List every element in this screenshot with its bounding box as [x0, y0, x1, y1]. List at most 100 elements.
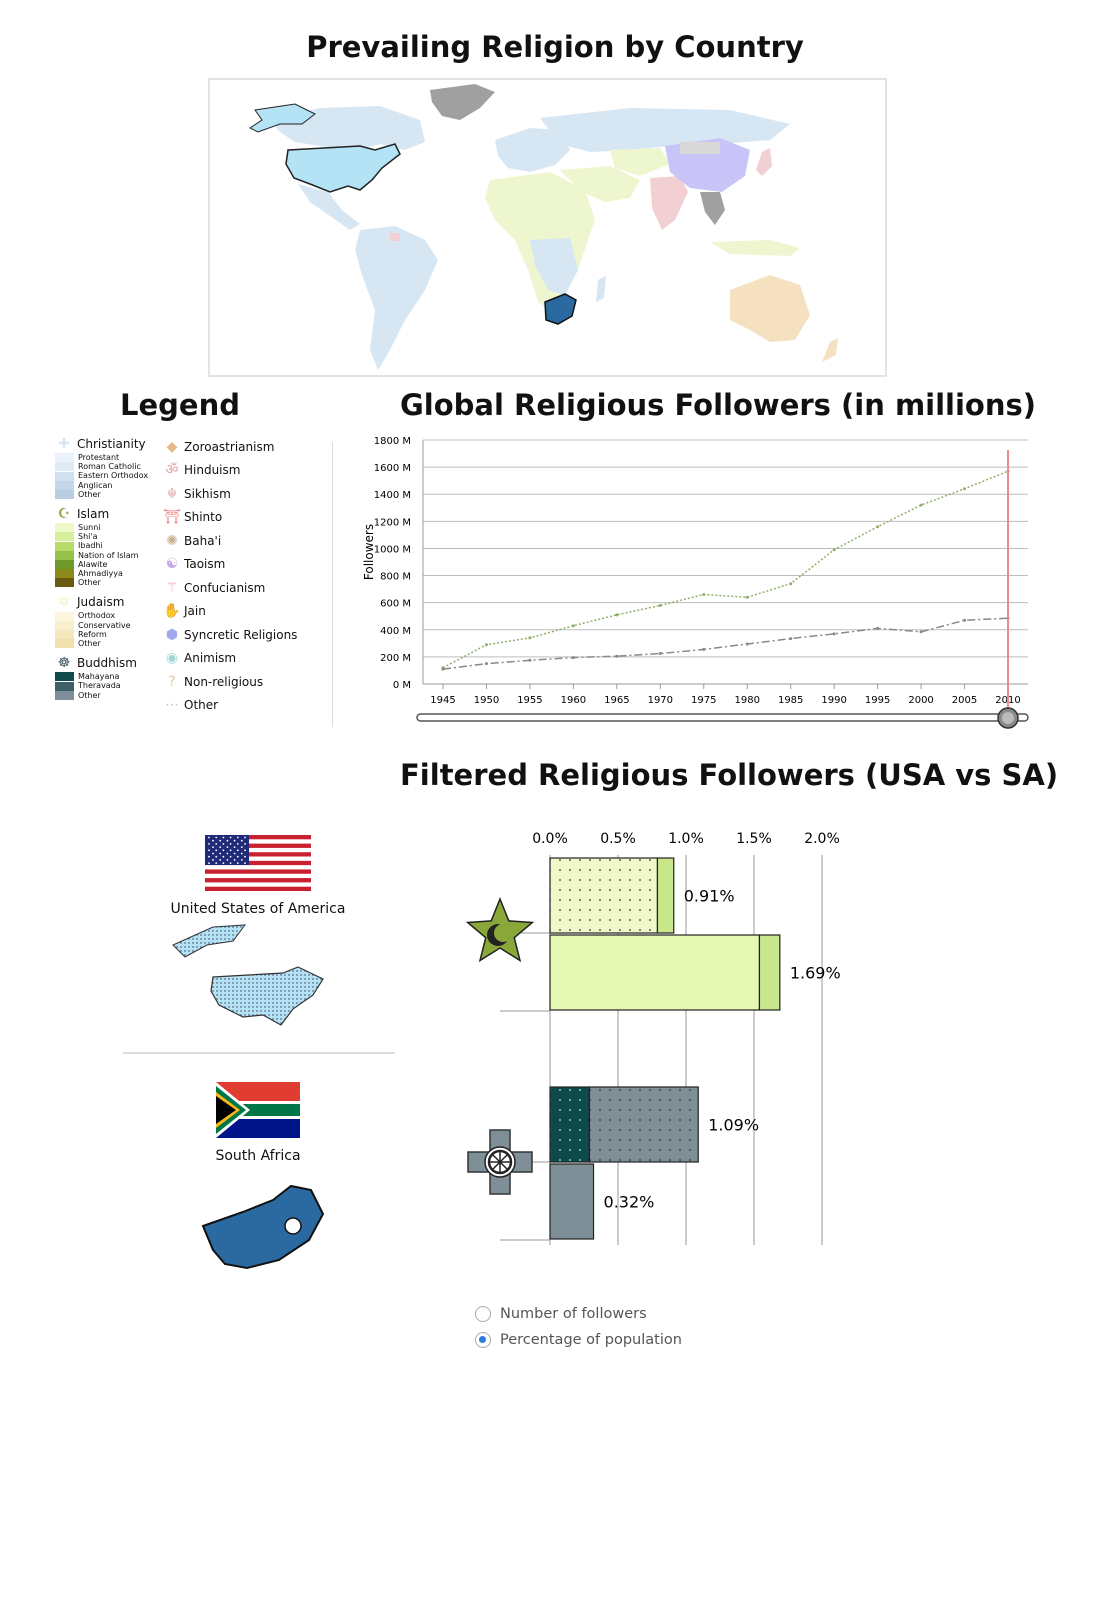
- bar-segment[interactable]: [549, 1163, 595, 1240]
- legend-subgroup[interactable]: Alawite: [55, 560, 148, 569]
- bar-segment[interactable]: [758, 934, 781, 1011]
- legend-subgroup[interactable]: Other: [55, 490, 148, 499]
- map-japan[interactable]: [756, 148, 772, 176]
- map-usa[interactable]: [285, 143, 401, 193]
- legend-group-judaism[interactable]: ✡ Judaism: [55, 593, 148, 611]
- map-greenland[interactable]: [430, 84, 495, 120]
- bar-segment[interactable]: [549, 1086, 591, 1163]
- legend-subgroup[interactable]: Other: [55, 578, 148, 588]
- bar-segment[interactable]: [656, 857, 675, 934]
- legend-item-other[interactable]: ⋯ Other: [163, 694, 297, 718]
- line-point[interactable]: [484, 643, 488, 647]
- legend-subgroup[interactable]: Protestant: [55, 453, 148, 463]
- legend-item-shinto[interactable]: ⛩ Shinto: [163, 506, 297, 530]
- legend-subgroup[interactable]: Other: [55, 691, 148, 700]
- country-south-africa[interactable]: South Africa: [163, 1082, 353, 1288]
- legend-item-syncretic-religions[interactable]: ⬢ Syncretic Religions: [163, 623, 298, 647]
- world-map[interactable]: [208, 78, 887, 377]
- line-series-0[interactable]: [442, 470, 1009, 669]
- line-point[interactable]: [702, 647, 706, 651]
- legend-subgroup[interactable]: Ahmadiyya: [55, 569, 148, 579]
- line-series-1[interactable]: [442, 617, 1009, 670]
- map-madagascar[interactable]: [596, 276, 606, 302]
- line-point[interactable]: [876, 626, 880, 630]
- bar-segment[interactable]: [588, 1086, 699, 1163]
- legend-subgroup[interactable]: Orthodox: [55, 611, 148, 621]
- world-map-svg[interactable]: [210, 80, 885, 375]
- legend-subgroup[interactable]: Eastern Orthodox: [55, 471, 148, 481]
- legend-subgroup-label: Ibadhi: [78, 541, 103, 551]
- map-europe[interactable]: [495, 128, 570, 172]
- radio-button-percentage[interactable]: [475, 1332, 491, 1348]
- legend-item-taoism[interactable]: ☯ Taoism: [163, 553, 297, 577]
- line-point[interactable]: [963, 618, 967, 622]
- line-point[interactable]: [919, 630, 923, 634]
- radio-button-number[interactable]: [475, 1306, 491, 1322]
- map-south-africa[interactable]: [544, 293, 577, 325]
- filtered-bar-chart[interactable]: 0.0% 0.5% 1.0% 1.5% 2.0% 0.91% 1.69% 1.09% 0.32%: [455, 815, 875, 1265]
- legend-subgroup[interactable]: Theravada: [55, 681, 148, 691]
- line-point[interactable]: [789, 582, 793, 586]
- legend-item-zoroastrianism[interactable]: ◆ Zoroastrianism: [163, 435, 297, 459]
- map-new-zealand[interactable]: [822, 338, 838, 362]
- map-middle-east[interactable]: [560, 166, 640, 202]
- legend-subgroup[interactable]: Sunni: [55, 523, 148, 533]
- line-point[interactable]: [876, 525, 880, 529]
- line-point[interactable]: [441, 667, 445, 671]
- line-point[interactable]: [832, 632, 836, 636]
- legend-item-baha-i[interactable]: ✺ Baha'i: [163, 529, 297, 553]
- map-australia[interactable]: [730, 275, 810, 342]
- line-point[interactable]: [658, 603, 662, 607]
- legend-subgroup[interactable]: Shi'a: [55, 532, 148, 542]
- legend-subgroup[interactable]: Roman Catholic: [55, 462, 148, 472]
- line-point[interactable]: [745, 595, 749, 599]
- year-slider-track[interactable]: [416, 713, 1029, 722]
- legend-subgroup[interactable]: Mahayana: [55, 672, 148, 682]
- map-mexico[interactable]: [298, 184, 360, 230]
- line-point[interactable]: [702, 593, 706, 597]
- legend-item-confucianism[interactable]: ⚚ Confucianism: [163, 576, 297, 600]
- line-point[interactable]: [658, 652, 662, 655]
- line-point[interactable]: [528, 636, 532, 640]
- legend-subgroup[interactable]: Reform: [55, 630, 148, 639]
- line-point[interactable]: [832, 548, 836, 552]
- legend-item-animism[interactable]: ◉ Animism: [163, 647, 297, 671]
- map-russia[interactable]: [540, 108, 790, 152]
- line-chart[interactable]: 0 M 200 M 400 M 600 M 800 M 1000 M 1200 M 1400 …: [355, 430, 1045, 740]
- legend-group-islam[interactable]: ☪ Islam: [55, 505, 148, 523]
- legend-group-buddhism[interactable]: ☸ Buddhism: [55, 654, 148, 672]
- legend-subgroup[interactable]: Anglican: [55, 481, 148, 490]
- legend-item-hinduism[interactable]: ॐ Hinduism: [163, 459, 297, 483]
- legend-item-sikhism[interactable]: ☬ Sikhism: [163, 482, 297, 506]
- map-south-america[interactable]: [355, 226, 438, 370]
- line-point[interactable]: [484, 662, 488, 666]
- map-indonesia[interactable]: [710, 240, 800, 256]
- legend-item-jain[interactable]: ✋ Jain: [163, 600, 297, 624]
- map-central-africa[interactable]: [530, 238, 578, 295]
- line-point[interactable]: [919, 503, 923, 507]
- bar-segment[interactable]: [549, 934, 761, 1011]
- legend-subgroup[interactable]: Conservative: [55, 621, 148, 630]
- country-usa[interactable]: United States of America: [163, 835, 353, 1051]
- line-point[interactable]: [571, 656, 575, 660]
- legend-subgroup[interactable]: Other: [55, 639, 148, 649]
- radio-number-of-followers[interactable]: Number of followers: [475, 1306, 647, 1322]
- radio-percentage-of-population[interactable]: Percentage of population: [475, 1332, 682, 1348]
- bar-segment[interactable]: [549, 857, 659, 934]
- map-central-asia[interactable]: [610, 148, 670, 176]
- legend-subgroup[interactable]: Ibadhi: [55, 541, 148, 551]
- map-india[interactable]: [650, 176, 688, 230]
- line-point[interactable]: [615, 654, 619, 658]
- line-point[interactable]: [571, 624, 575, 628]
- line-point[interactable]: [963, 487, 967, 491]
- line-point[interactable]: [615, 613, 619, 617]
- map-alaska[interactable]: [249, 103, 316, 133]
- crescent-icon-part: [494, 924, 512, 942]
- legend-item-non-religious[interactable]: ? Non-religious: [163, 670, 297, 694]
- line-point[interactable]: [745, 642, 749, 646]
- line-point[interactable]: [789, 637, 793, 641]
- line-point[interactable]: [528, 658, 532, 662]
- legend-subgroup[interactable]: Nation of Islam: [55, 551, 148, 560]
- legend-group-christianity[interactable]: ✚ Christianity: [55, 435, 148, 453]
- map-se-asia[interactable]: [700, 192, 725, 225]
